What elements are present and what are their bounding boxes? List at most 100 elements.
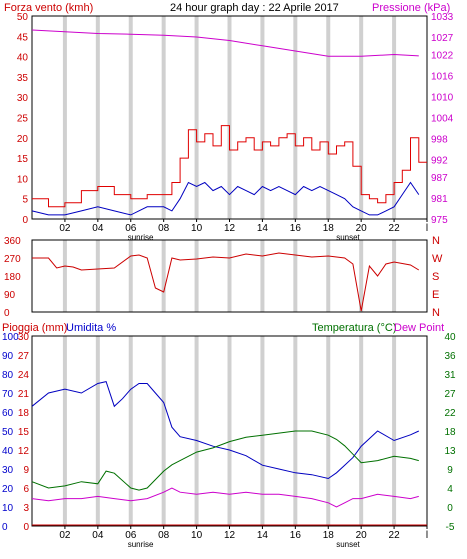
pressure-tick-label: 975	[431, 215, 448, 226]
temperature-tick-label: 4	[447, 484, 453, 495]
wind-tick-label: 45	[17, 32, 29, 43]
wind-panel-axes: 0 5 10 15 20 25 30 35 40 45 50 975 981 987 992 998 1004 1…	[17, 12, 454, 226]
humidity-panel-series	[31, 381, 427, 526]
time-tick-label: 04	[92, 530, 104, 541]
temperature-tick-label: 31	[444, 370, 456, 381]
wind-tick-label: 0	[22, 215, 28, 226]
wind-tick-label: 35	[17, 73, 29, 84]
direction-panel-series	[32, 252, 420, 312]
hour-band	[128, 16, 133, 219]
pressure-tick-label: 1010	[431, 93, 454, 104]
rain-tick-label: 9	[23, 465, 29, 476]
direction-degree-label: 360	[4, 236, 21, 247]
time-tick-label: 04	[92, 223, 104, 234]
rain-tick-label: 27	[18, 351, 30, 362]
temperature-tick-label: 36	[444, 351, 456, 362]
hour-band	[95, 16, 100, 219]
wind-gust-line	[32, 125, 427, 208]
time-tick-label: 12	[224, 223, 236, 234]
humidity-tick-label: 100	[2, 332, 19, 343]
wind-tick-label: 25	[17, 114, 29, 125]
hour-band	[260, 336, 265, 526]
hour-band	[326, 240, 331, 312]
hour-band	[227, 336, 232, 526]
pressure-tick-label: 987	[431, 173, 448, 184]
temperature-tick-label: 40	[444, 332, 456, 343]
rain-tick-label: 24	[18, 370, 30, 381]
direction-compass-label: N	[432, 307, 440, 319]
pressure-tick-label: 1004	[431, 114, 454, 125]
direction-compass-label: W	[432, 253, 443, 265]
rain-tick-label: 6	[23, 484, 29, 495]
hour-band	[392, 240, 397, 312]
time-tick-label: 16	[290, 223, 302, 234]
temperature-tick-label: 22	[444, 408, 456, 419]
pressure-line	[31, 29, 419, 57]
time-tick-label: 06	[125, 530, 137, 541]
direction-compass-label: S	[432, 271, 439, 283]
hour-band	[161, 240, 166, 312]
sunset-label: sunset	[336, 233, 360, 242]
direction-degree-label: 0	[4, 308, 10, 319]
humidity-tick-label: 40	[2, 446, 14, 457]
time-tick-label: 10	[191, 223, 203, 234]
temperature-tick-label: 18	[444, 427, 456, 438]
direction-degree-label: 270	[4, 254, 21, 265]
direction-compass-label: E	[432, 289, 439, 301]
time-tick-label: l	[426, 530, 428, 541]
humidity-line	[31, 381, 420, 480]
hour-band	[95, 336, 100, 526]
temperature-tick-label: -5	[446, 522, 455, 533]
direction-degree-label: 180	[4, 272, 21, 283]
hour-band	[326, 336, 331, 526]
humidity-tick-label: 0	[2, 522, 8, 533]
time-tick-label: 14	[257, 223, 269, 234]
hour-band	[62, 240, 67, 312]
hour-band	[161, 16, 166, 219]
humidity-tick-label: 90	[2, 351, 14, 362]
rain-tick-label: 12	[18, 446, 30, 457]
time-tick-label: 02	[59, 530, 71, 541]
wind-tick-label: 40	[17, 53, 29, 64]
hour-band	[227, 240, 232, 312]
wind-tick-label: 20	[17, 134, 29, 145]
sunrise-label: sunrise	[128, 233, 154, 242]
hour-band	[326, 16, 331, 219]
graph-date-title: 24 hour graph day : 22 Aprile 2017	[170, 2, 339, 14]
time-tick-label: 16	[290, 530, 302, 541]
time-tick-label: 08	[158, 223, 170, 234]
hour-band	[128, 336, 133, 526]
humidity-tick-label: 70	[2, 389, 14, 400]
pressure-tick-label: 992	[431, 156, 448, 167]
sunset-label: sunset	[336, 540, 360, 549]
temperature-tick-label: 13	[444, 446, 456, 457]
pressure-tick-label: 1016	[431, 72, 454, 83]
pressure-axis-title: Pressione (kPa)	[372, 2, 450, 14]
rain-tick-label: 18	[18, 408, 30, 419]
dew-point-axis-title: Dew Point	[394, 322, 444, 334]
time-tick-label: 22	[389, 530, 401, 541]
wind-tick-label: 5	[22, 195, 28, 206]
wind-tick-label: 10	[17, 174, 29, 185]
time-axes: 02 04 06 08 10 12 14 16 18 20 22 l sunrise sunset 02 04…	[59, 219, 428, 549]
hour-band	[392, 336, 397, 526]
temperature-line	[31, 430, 419, 491]
hour-band	[194, 16, 199, 219]
time-tick-label: 08	[158, 530, 170, 541]
time-tick-label: 18	[323, 223, 335, 234]
temperature-tick-label: 0	[447, 503, 453, 514]
rain-tick-label: 21	[18, 389, 30, 400]
pressure-tick-label: 1027	[431, 33, 454, 44]
wind-tick-label: 15	[17, 154, 29, 165]
wind-speed-axis-title: Forza vento (kmh)	[4, 2, 93, 14]
wind-direction-line	[32, 252, 420, 312]
time-tick-label: l	[426, 223, 428, 234]
humidity-tick-label: 10	[2, 503, 14, 514]
time-tick-label: 12	[224, 530, 236, 541]
hour-band	[161, 336, 166, 526]
time-tick-label: 06	[125, 223, 137, 234]
hour-band	[62, 16, 67, 219]
humidity-axis-title: Umidita %	[66, 322, 116, 334]
hour-band	[62, 336, 67, 526]
